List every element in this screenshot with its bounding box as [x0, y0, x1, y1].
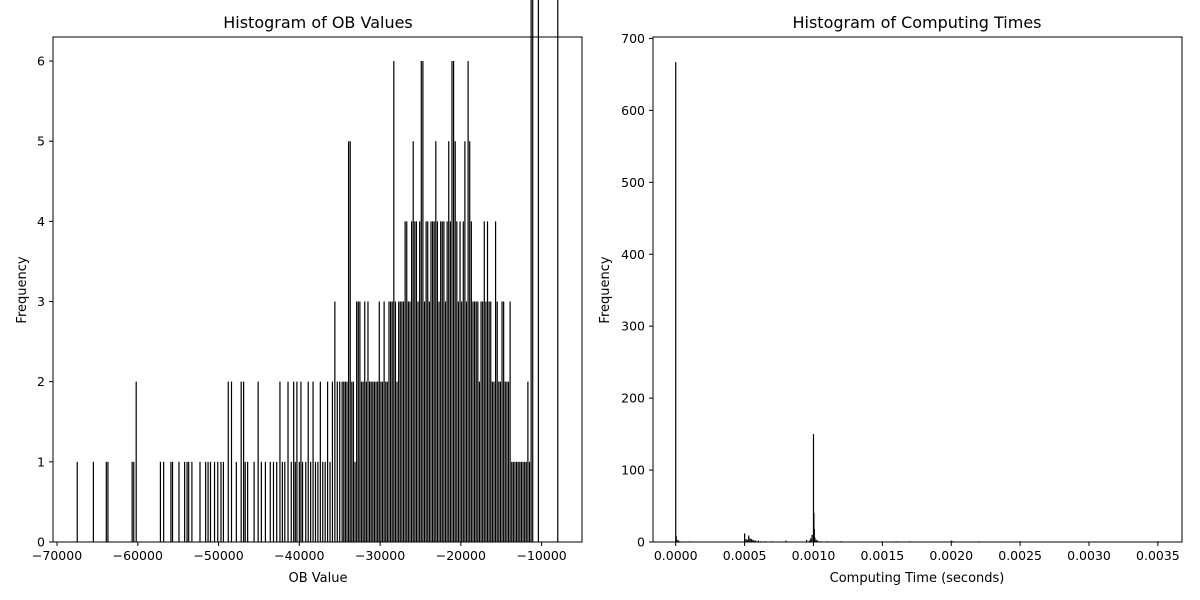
x-tick-label: 0.0035 [1136, 548, 1180, 563]
chart-title: Histogram of OB Values [223, 13, 413, 32]
x-axis-ticks: −70000 −60000 −50000 −40000 −30000 −20000 −100… [32, 542, 567, 563]
plot-frame [652, 36, 1183, 543]
y-tick-label: 4 [37, 214, 45, 229]
bar-group [76, 0, 559, 542]
y-tick-label: 500 [621, 175, 645, 190]
x-tick-label: −50000 [193, 548, 243, 563]
y-tick-label: 3 [37, 294, 45, 309]
x-axis-label: Computing Time (seconds) [830, 571, 1005, 586]
x-tick-label: −30000 [355, 548, 405, 563]
y-tick-label: 300 [621, 319, 645, 334]
y-tick-label: 1 [37, 454, 45, 469]
y-axis-label: Frequency [15, 256, 30, 323]
y-tick-label: 100 [621, 463, 645, 478]
x-tick-label: 0.0000 [654, 548, 698, 563]
x-tick-label: −60000 [113, 548, 163, 563]
chart-ob-values: Histogram of OB Values −70000 −60000 −5000… [15, 0, 583, 586]
y-axis-ticks: 0 1 2 3 4 5 6 [37, 54, 53, 550]
chart-title: Histogram of Computing Times [792, 13, 1041, 32]
y-tick-label: 5 [37, 134, 45, 149]
y-tick-label: 600 [621, 103, 645, 118]
x-axis-ticks: 0.0000 0.0005 0.0010 0.0015 0.0020 0.0025 0.00… [654, 542, 1180, 563]
x-tick-label: 0.0010 [792, 548, 836, 563]
y-tick-label: 6 [37, 54, 45, 69]
x-axis-label: OB Value [289, 571, 348, 586]
x-tick-label: 0.0030 [1067, 548, 1111, 563]
x-tick-label: 0.0020 [929, 548, 973, 563]
x-tick-label: −40000 [274, 548, 324, 563]
chart-computing-times: Histogram of Computing Times 0.0000 0.000… [598, 13, 1183, 586]
y-tick-label: 0 [637, 535, 645, 550]
y-tick-label: 400 [621, 247, 645, 262]
x-tick-label: 0.0005 [723, 548, 767, 563]
bar-group [675, 62, 1159, 542]
x-tick-label: −20000 [436, 548, 486, 563]
x-tick-label: 0.0015 [860, 548, 904, 563]
x-tick-label: −10000 [516, 548, 566, 563]
x-tick-label: 0.0025 [998, 548, 1042, 563]
y-tick-label: 700 [621, 31, 645, 46]
y-tick-label: 200 [621, 391, 645, 406]
x-tick-label: −70000 [32, 548, 82, 563]
y-axis-label: Frequency [598, 256, 613, 323]
y-axis-ticks: 0 100 200 300 400 500 600 700 [621, 31, 653, 550]
plot-frame [52, 36, 583, 543]
y-tick-label: 0 [37, 535, 45, 550]
y-tick-label: 2 [37, 374, 45, 389]
